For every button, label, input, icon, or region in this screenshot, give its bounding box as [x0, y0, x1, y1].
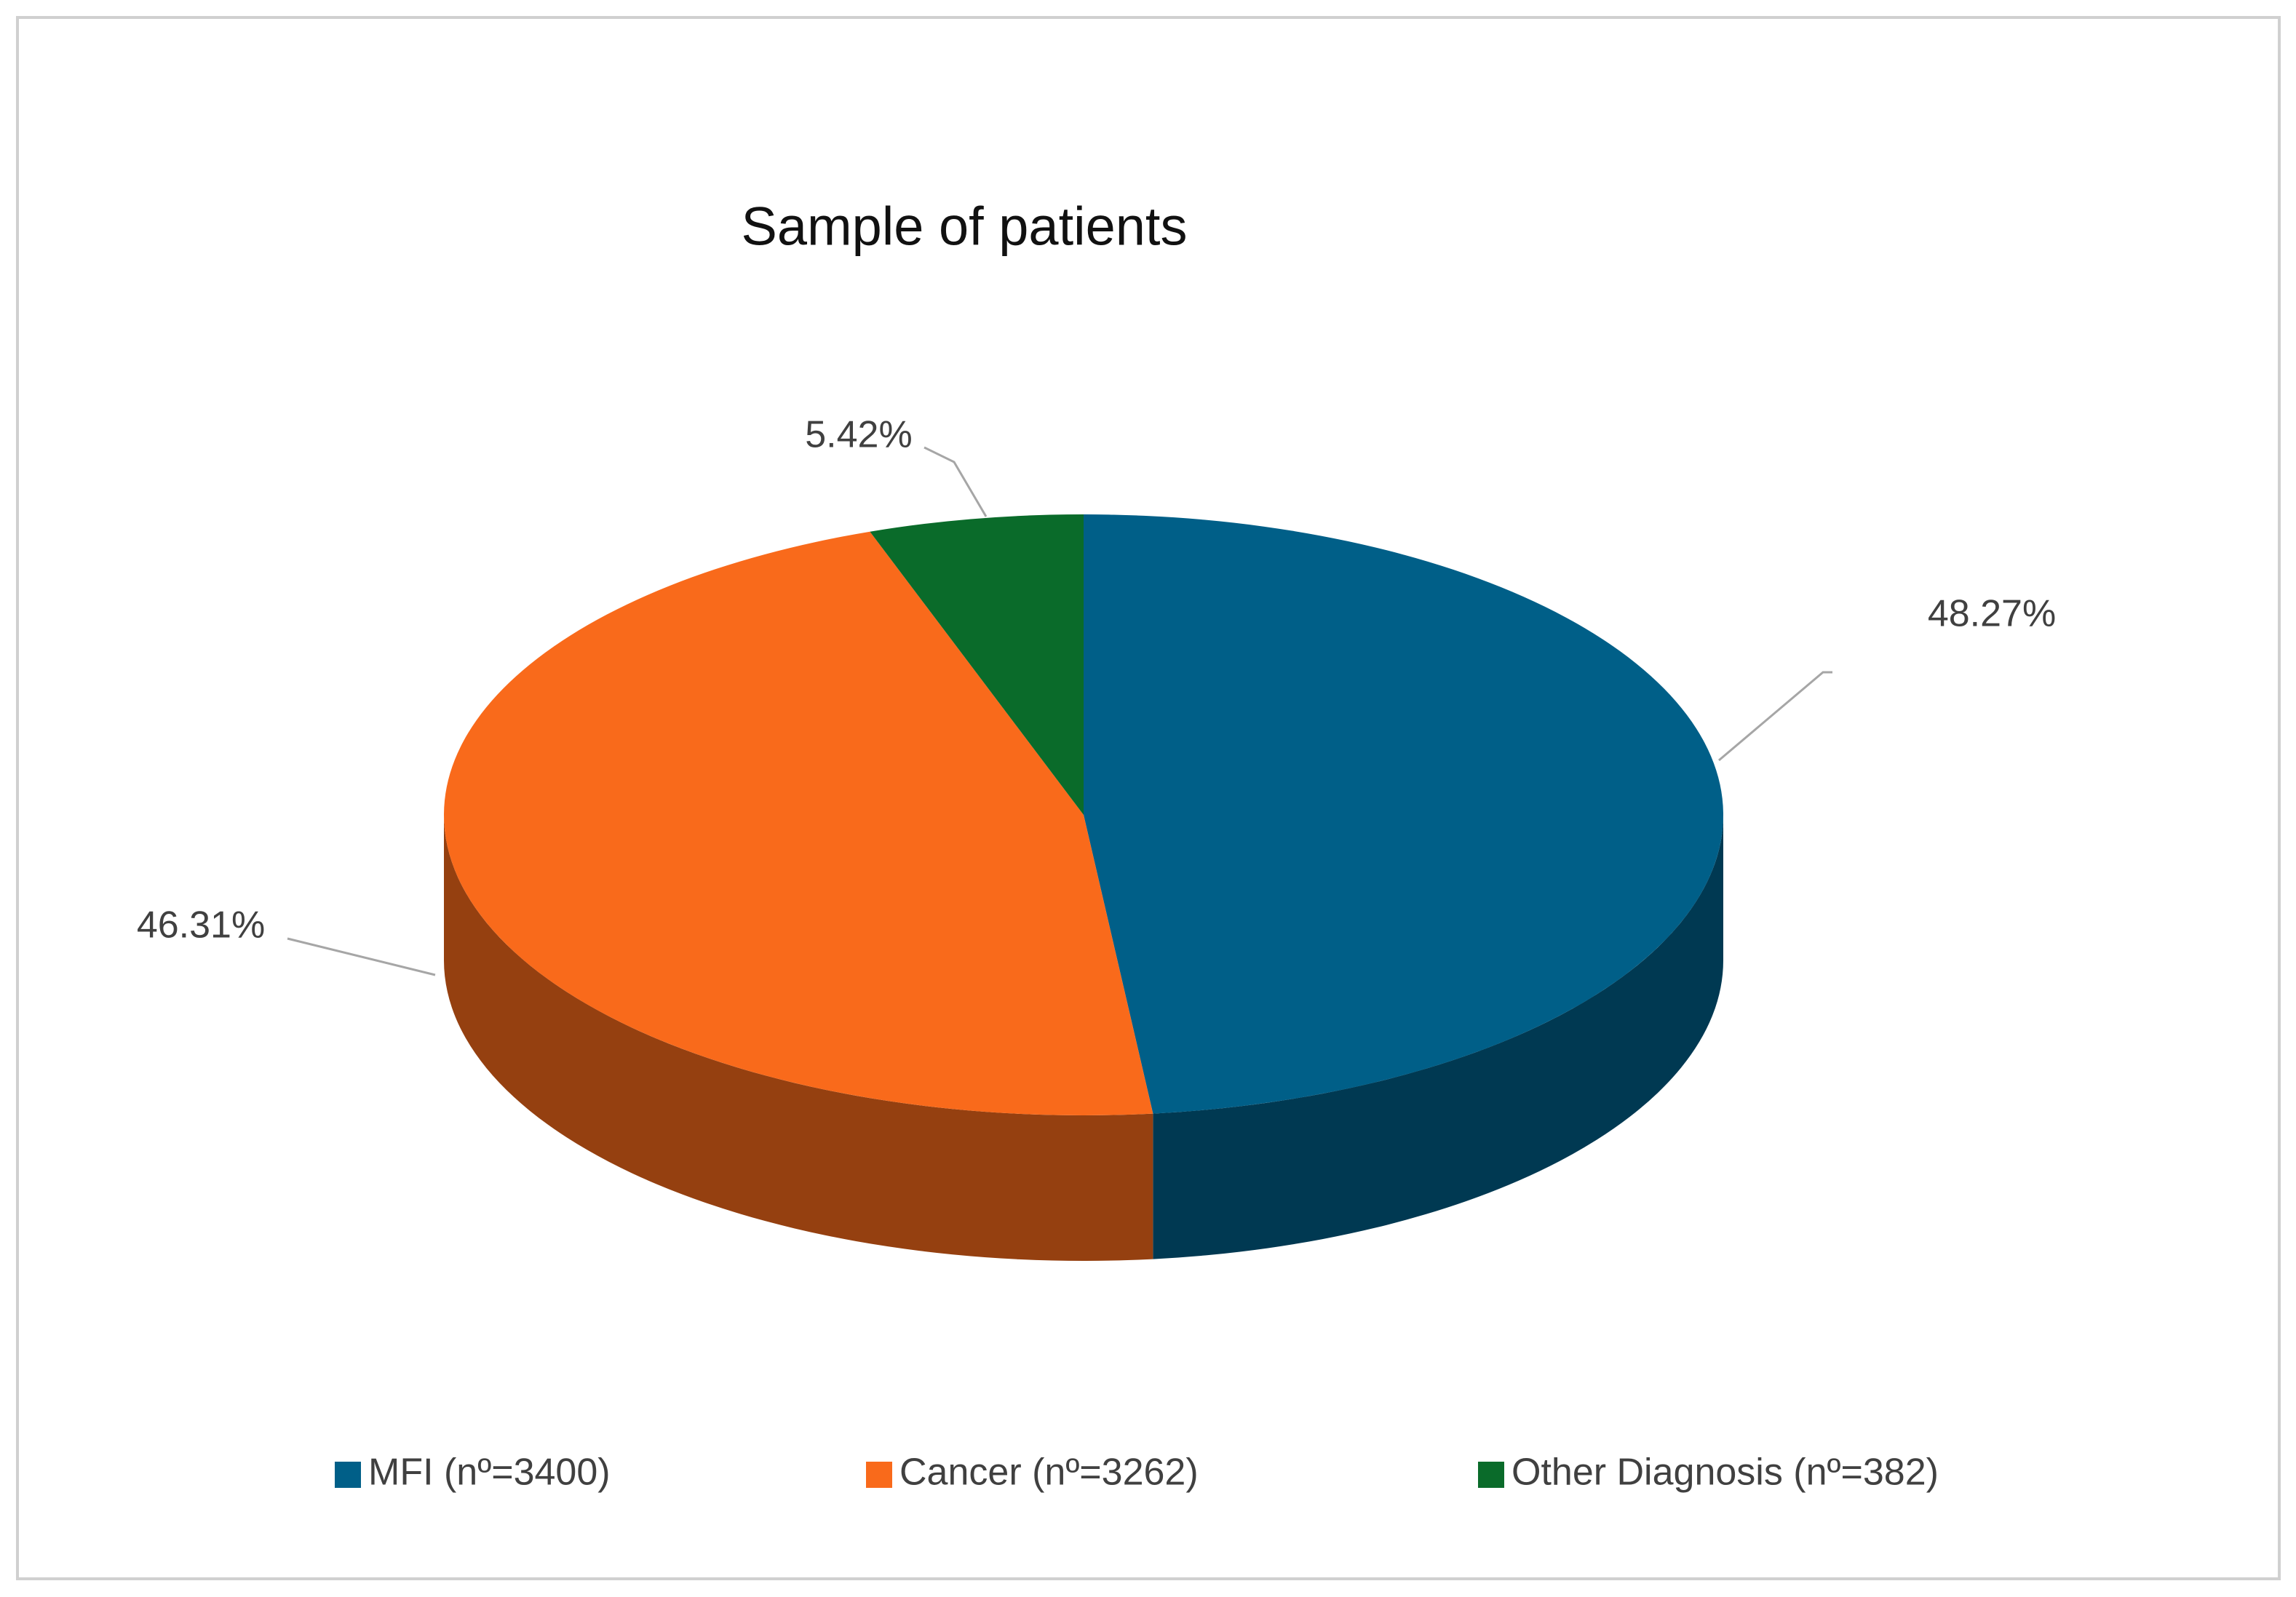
- pie-slice: [1084, 514, 1724, 1114]
- pie-side: [1153, 815, 1723, 1259]
- leader-line: [287, 937, 436, 976]
- chart-title: Sample of patients: [742, 196, 1188, 257]
- legend-label: Cancer (nº=3262): [899, 1451, 1199, 1494]
- pie-slice: [870, 514, 1084, 815]
- legend-label: MFI (nº=3400): [368, 1451, 611, 1494]
- pie-side: [444, 815, 1153, 1261]
- legend-swatch: [866, 1462, 892, 1488]
- data-label: 5.42%: [805, 414, 912, 456]
- data-label: 48.27%: [1928, 593, 2056, 635]
- leader-line: [1718, 671, 1832, 762]
- legend-swatch: [335, 1462, 361, 1488]
- leader-line: [923, 446, 988, 517]
- legend-swatch: [1478, 1462, 1504, 1488]
- legend-label: Other Diagnosis (nº=382): [1512, 1451, 1939, 1494]
- data-label: 46.31%: [137, 904, 265, 947]
- pie-slice: [443, 531, 1153, 1116]
